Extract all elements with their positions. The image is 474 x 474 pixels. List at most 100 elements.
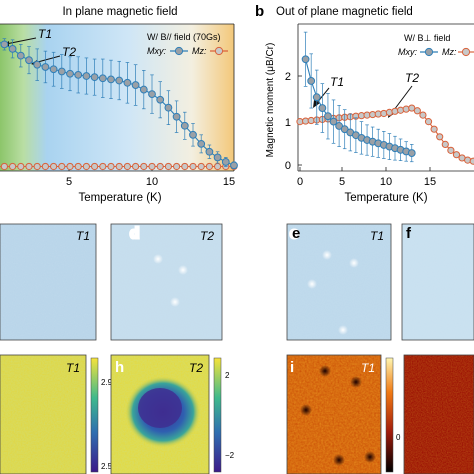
map-h: h T2 2 −2 bbox=[110, 354, 235, 474]
panel-a-mz-point bbox=[82, 162, 91, 171]
map-j-border bbox=[403, 354, 474, 474]
map-i-colorbar-label: 0 bbox=[396, 433, 401, 442]
panel-a-mxy-point bbox=[148, 90, 156, 99]
panel-a-annotation-t1: T1 bbox=[38, 27, 52, 41]
panel-a-mxy-point bbox=[25, 56, 33, 65]
row2-images: T1 d d T2 e e T1 bbox=[0, 223, 474, 341]
panel-a-mxy-point bbox=[164, 103, 173, 112]
map-i-spot bbox=[364, 451, 376, 463]
image-c-texture bbox=[0, 224, 96, 340]
panel-b-letter: b bbox=[255, 3, 264, 20]
panel-b-mxy-point bbox=[335, 122, 344, 130]
panel-a-legend-mxy-label: Mxy: bbox=[147, 46, 166, 56]
map-g-colorbar bbox=[90, 357, 99, 473]
panel-a-mxy-point bbox=[66, 69, 74, 78]
panel-a-mz-point bbox=[33, 162, 41, 171]
map-i-spot bbox=[300, 404, 312, 416]
panel-b-tick-label: 15 bbox=[424, 176, 436, 188]
panel-a-mz-point bbox=[99, 162, 107, 171]
panel-a-mxy-point bbox=[131, 81, 140, 89]
panel-a-mz-point bbox=[156, 162, 164, 171]
panel-a-mz-point bbox=[50, 162, 58, 171]
panel-a-mxy-point bbox=[213, 153, 222, 162]
panel-a-mz-point bbox=[115, 162, 123, 171]
map-g-label: T1 bbox=[66, 361, 80, 375]
panel-b-mxy-point bbox=[324, 112, 332, 121]
panel-a-tick-label: 10 bbox=[146, 176, 158, 188]
panel-a-mz-point bbox=[140, 162, 148, 171]
panel-a-mz-point bbox=[107, 162, 115, 171]
panel-a-mxy-point bbox=[41, 63, 50, 71]
panel-a: In plane magnetic field 5 10 15 Temperat… bbox=[0, 6, 238, 204]
image-f-border bbox=[401, 223, 474, 341]
panel-b-annotation-t1: T1 bbox=[330, 75, 344, 89]
panel-a-x-ticks: 5 10 15 bbox=[66, 167, 235, 188]
image-d-border bbox=[110, 223, 223, 341]
panel-a-mz-point bbox=[58, 162, 66, 171]
panel-a-mxy-point bbox=[33, 60, 42, 69]
panel-a-mz-point bbox=[181, 162, 189, 171]
panel-a-mxy-point bbox=[197, 139, 206, 148]
panel-a-mz-point bbox=[74, 162, 82, 171]
panel-b-title: Out of plane magnetic field bbox=[276, 6, 413, 18]
panel-a-mz-point bbox=[205, 162, 213, 171]
image-d-spot bbox=[178, 265, 188, 275]
map-h-colorbar-min: −2 bbox=[225, 451, 235, 460]
panel-a-mxy-point bbox=[74, 70, 83, 79]
panel-b-mz-point bbox=[408, 104, 416, 112]
panel-a-mz-point bbox=[41, 162, 50, 171]
panel-a-x-axis-label: Temperature (K) bbox=[78, 192, 161, 204]
image-e-label: T1 bbox=[370, 229, 384, 243]
panel-b-x-axis-label: Temperature (K) bbox=[344, 192, 427, 204]
panel-a-mxy-point bbox=[107, 75, 115, 84]
image-c-label: T1 bbox=[76, 229, 90, 243]
image-e-spot bbox=[349, 258, 359, 268]
map-g: T1 2.9 2.5 bbox=[0, 354, 113, 474]
panel-a-mz-point bbox=[214, 162, 222, 171]
panel-a-mz-point bbox=[197, 162, 205, 171]
image-e-spot bbox=[307, 279, 317, 289]
panel-b-mz-point bbox=[441, 140, 449, 148]
panel-b-plot-area bbox=[296, 31, 474, 165]
panel-b-mz-point bbox=[469, 157, 474, 165]
image-c: T1 bbox=[0, 223, 97, 341]
panel-a-mxy-point bbox=[90, 73, 99, 82]
panel-a-mxy-point bbox=[123, 78, 132, 87]
panel-a-legend-field: W/ B// field (70Gs) bbox=[147, 32, 221, 42]
panel-b-mz-point bbox=[430, 125, 438, 133]
map-h-skyrmion-core bbox=[138, 388, 182, 428]
panel-a-mxy-point bbox=[180, 121, 189, 130]
image-d-letter-bg: d bbox=[130, 225, 139, 242]
panel-a-mz-point bbox=[173, 162, 181, 171]
map-j-texture bbox=[404, 355, 474, 474]
image-e-texture bbox=[287, 224, 391, 340]
panel-a-mz-point bbox=[17, 162, 25, 171]
panel-b-tick-label: 10 bbox=[380, 176, 392, 188]
map-h-border bbox=[110, 354, 210, 474]
panel-b-legend: W/ B⊥ field Mxy: Mz: bbox=[398, 33, 474, 57]
panel-b-tick-label: 0 bbox=[285, 160, 291, 172]
map-i-spot bbox=[319, 365, 331, 377]
panel-a-mxy-point bbox=[139, 85, 148, 94]
map-g-texture bbox=[0, 355, 86, 474]
map-i-spot bbox=[333, 454, 345, 466]
panel-a-mz-point bbox=[0, 162, 8, 171]
image-d-spot bbox=[153, 254, 163, 264]
panel-a-mz-point bbox=[189, 162, 197, 171]
image-e-letter: e bbox=[292, 225, 300, 242]
panel-b-mz-point bbox=[419, 111, 427, 119]
panel-a-tick-label: 15 bbox=[223, 176, 235, 188]
map-h-colorbar bbox=[213, 357, 222, 473]
panel-b-mxy-point bbox=[407, 149, 416, 157]
panel-a-mxy-point bbox=[230, 161, 238, 170]
panel-b-legend-mxy-label: Mxy: bbox=[398, 47, 417, 57]
map-g-colorbar-max: 2.9 bbox=[101, 378, 113, 387]
image-d-texture bbox=[111, 224, 222, 340]
panel-a-mxy-point bbox=[82, 72, 91, 80]
panel-a-mz-point bbox=[123, 162, 132, 171]
panel-a-mz-point bbox=[164, 162, 172, 171]
panel-a-legend: W/ B// field (70Gs) Mxy: Mz: bbox=[147, 32, 228, 56]
image-e-spot bbox=[338, 325, 348, 335]
map-i: i T1 0 bbox=[286, 354, 401, 474]
panel-b-tick-label: 2 bbox=[285, 71, 291, 83]
